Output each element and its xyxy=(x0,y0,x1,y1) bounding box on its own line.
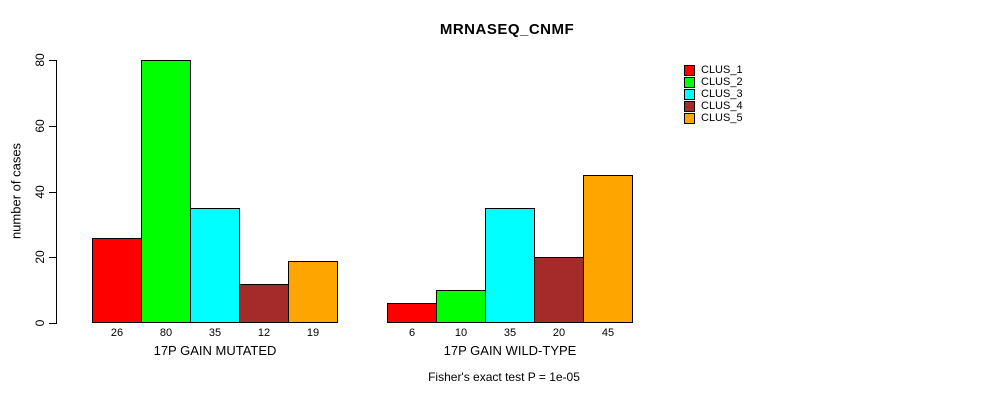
bar-clus_4 xyxy=(239,284,289,323)
chart-title: MRNASEQ_CNMF xyxy=(439,21,575,38)
legend-row: CLUS_2 xyxy=(684,76,743,88)
bar-clus_5 xyxy=(288,261,338,323)
bar-value-label: 12 xyxy=(257,327,271,339)
bar-value-label: 19 xyxy=(306,327,320,339)
legend-row: CLUS_4 xyxy=(684,100,743,112)
bar-clus_2 xyxy=(436,290,486,323)
bar-value-label: 26 xyxy=(110,327,124,339)
bar-clus_2 xyxy=(141,60,191,323)
bar-clus_3 xyxy=(190,208,240,323)
bar-clus_5 xyxy=(583,175,633,323)
legend-swatch xyxy=(684,112,695,124)
legend: CLUS_1 CLUS_2 CLUS_3 CLUS_4 CLUS_5 xyxy=(684,64,743,124)
bar-value-label: 45 xyxy=(601,327,615,339)
legend-swatch xyxy=(684,100,695,112)
bar-value-label: 35 xyxy=(208,327,222,339)
y-tick-label: 60 xyxy=(33,119,47,133)
annotation-text: Fisher's exact test P = 1e-05 xyxy=(428,370,580,384)
y-tick-mark xyxy=(49,126,56,127)
y-tick-label: 0 xyxy=(33,319,47,327)
y-tick-label: 80 xyxy=(33,53,47,67)
y-axis-label: number of cases xyxy=(8,142,24,240)
y-axis-line xyxy=(56,60,57,324)
bar-clus_1 xyxy=(387,303,437,323)
bar-clus_1 xyxy=(92,238,142,323)
bar-clus_3 xyxy=(485,208,535,323)
legend-swatch xyxy=(684,76,695,88)
legend-row: CLUS_1 xyxy=(684,64,743,76)
bar-value-label: 35 xyxy=(503,327,517,339)
bar-value-label: 10 xyxy=(454,327,468,339)
y-tick-mark xyxy=(49,257,56,258)
bar-value-label: 20 xyxy=(552,327,566,339)
legend-swatch xyxy=(684,64,695,76)
legend-label: CLUS_2 xyxy=(701,76,743,88)
bar-clus_4 xyxy=(534,257,584,323)
group-label: 17P GAIN MUTATED xyxy=(153,343,277,358)
legend-swatch xyxy=(684,88,695,100)
legend-row: CLUS_3 xyxy=(684,88,743,100)
legend-label: CLUS_1 xyxy=(701,64,743,76)
legend-label: CLUS_4 xyxy=(701,100,743,112)
bar-value-label: 6 xyxy=(408,327,416,339)
legend-label: CLUS_3 xyxy=(701,88,743,100)
y-tick-label: 40 xyxy=(33,185,47,199)
bar-value-label: 80 xyxy=(159,327,173,339)
y-tick-mark xyxy=(49,60,56,61)
y-tick-mark xyxy=(49,323,56,324)
legend-row: CLUS_5 xyxy=(684,112,743,124)
y-tick-label: 20 xyxy=(33,250,47,264)
group-label: 17P GAIN WILD-TYPE xyxy=(443,343,577,358)
y-tick-mark xyxy=(49,192,56,193)
legend-label: CLUS_5 xyxy=(701,112,743,124)
